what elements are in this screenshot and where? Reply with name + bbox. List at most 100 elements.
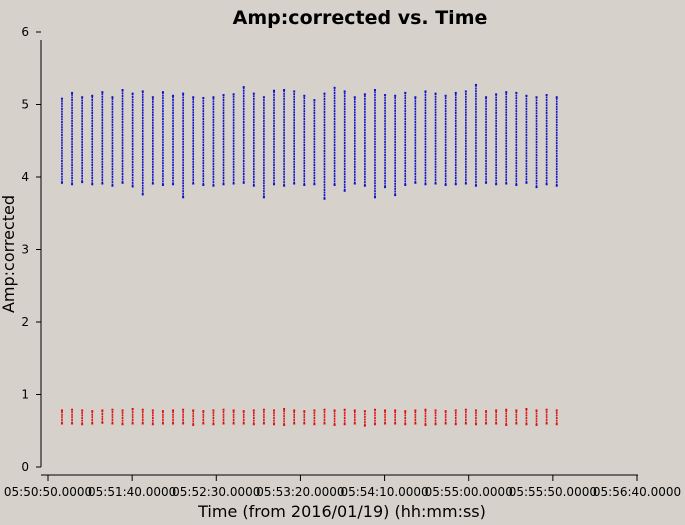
data-point <box>202 183 205 186</box>
data-point <box>474 184 477 187</box>
data-point <box>262 96 265 99</box>
data-point <box>172 422 175 425</box>
data-point <box>555 423 558 426</box>
data-point <box>414 409 417 412</box>
data-point <box>91 422 94 425</box>
data-point <box>424 408 427 411</box>
data-point <box>232 93 235 96</box>
data-point <box>202 96 205 99</box>
data-point <box>172 409 175 412</box>
data-point <box>535 423 538 426</box>
x-tick-label: 05:54:10.0000 <box>340 485 428 499</box>
data-point <box>71 183 74 186</box>
data-point <box>151 409 154 412</box>
data-point <box>222 94 225 97</box>
data-point <box>545 94 548 97</box>
data-point <box>101 409 104 412</box>
x-tick-label: 05:55:50.0000 <box>509 485 597 499</box>
data-point <box>91 183 94 186</box>
data-point <box>474 409 477 412</box>
data-point <box>545 183 548 186</box>
data-point <box>242 422 245 425</box>
x-tick-label: 05:55:00.0000 <box>425 485 513 499</box>
data-point <box>121 181 124 184</box>
y-tick-label: 2 <box>21 315 29 329</box>
data-point <box>111 184 114 187</box>
data-point <box>424 90 427 93</box>
data-point <box>394 94 397 97</box>
data-point <box>121 423 124 426</box>
data-point <box>525 423 528 426</box>
data-point <box>111 96 114 99</box>
data-point <box>363 184 366 187</box>
data-point <box>182 422 185 425</box>
data-point <box>222 408 225 411</box>
data-point <box>353 409 356 412</box>
data-point <box>333 86 336 89</box>
data-point <box>242 410 245 413</box>
data-point <box>343 189 346 192</box>
data-point <box>252 409 255 412</box>
chart-title: Amp:corrected vs. Time <box>233 7 488 29</box>
data-point <box>394 194 397 197</box>
data-point <box>202 410 205 413</box>
data-point <box>373 408 376 411</box>
data-point <box>404 183 407 186</box>
data-point <box>283 89 286 91</box>
x-axis-label: Time (from 2016/01/19) (hh:mm:ss) <box>197 502 486 521</box>
data-point <box>252 184 255 187</box>
data-point <box>151 182 154 185</box>
x-tick-label: 05:51:40.0000 <box>88 485 176 499</box>
data-point <box>151 423 154 426</box>
data-point <box>444 183 447 186</box>
data-point <box>323 92 326 95</box>
data-point <box>464 182 467 185</box>
data-point <box>363 410 366 413</box>
data-point <box>363 93 366 96</box>
x-tick-label: 05:52:30.0000 <box>172 485 260 499</box>
data-point <box>313 409 316 412</box>
data-point <box>161 410 164 413</box>
data-point <box>71 422 74 425</box>
data-point <box>192 96 195 99</box>
data-point <box>222 422 225 425</box>
data-point <box>192 409 195 412</box>
data-point <box>485 410 488 413</box>
data-point <box>262 196 265 199</box>
data-point <box>515 183 518 186</box>
data-point <box>555 409 558 412</box>
data-point <box>474 83 477 86</box>
data-point <box>333 409 336 412</box>
data-point <box>141 193 144 196</box>
data-point <box>525 94 528 97</box>
data-point <box>182 196 185 199</box>
data-point <box>273 89 276 92</box>
data-point <box>283 184 286 187</box>
data-point <box>394 409 397 412</box>
data-point <box>101 182 104 185</box>
data-point <box>313 183 316 186</box>
y-tick-label: 0 <box>21 460 29 474</box>
data-point <box>333 423 336 426</box>
data-point <box>545 408 548 411</box>
axes: 0 1 2 3 4 5 6 05:50:50.000005:51:40.000005:52:3… <box>4 25 681 499</box>
data-point <box>161 422 164 425</box>
data-point <box>464 90 467 93</box>
data-point <box>353 422 356 425</box>
data-point <box>505 423 508 426</box>
data-point <box>131 185 134 188</box>
data-point <box>262 422 265 425</box>
data-point <box>555 184 558 187</box>
y-tick-label: 4 <box>21 170 29 184</box>
data-point <box>394 422 397 425</box>
data-point <box>404 410 407 413</box>
data-point <box>161 91 164 94</box>
data-point <box>353 96 356 99</box>
data-point <box>161 183 164 186</box>
data-point <box>525 181 528 184</box>
data-point <box>101 91 104 94</box>
data-point <box>323 422 326 425</box>
data-point <box>121 89 124 91</box>
